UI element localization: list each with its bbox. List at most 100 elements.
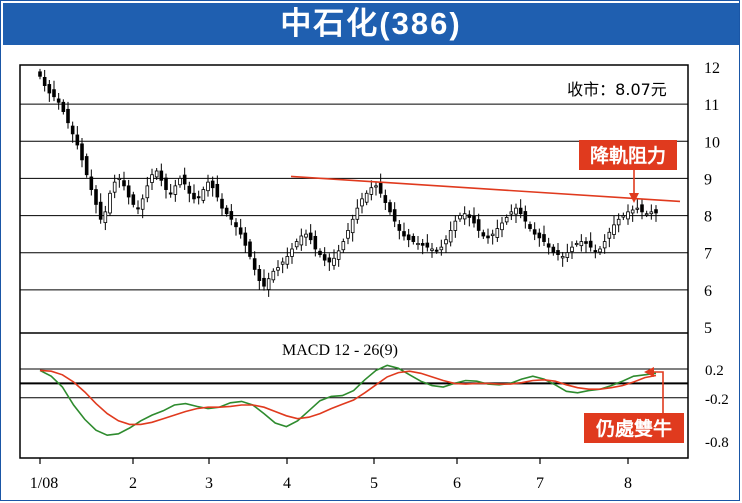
candle-body — [425, 242, 430, 248]
candle-body — [322, 254, 327, 261]
candle-body — [38, 71, 42, 77]
candle-body — [164, 177, 168, 190]
x-tick-label: 5 — [370, 475, 378, 492]
resistance-annotation-box — [579, 140, 677, 170]
candle-body — [588, 240, 593, 248]
candle-body — [383, 195, 388, 203]
candle-body — [649, 211, 654, 215]
candle-body — [220, 198, 224, 209]
candle-body — [392, 209, 397, 222]
candle-body — [243, 232, 248, 246]
candle-body — [560, 256, 565, 259]
price-tick-label: 7 — [704, 246, 712, 263]
candle-body — [374, 185, 378, 188]
candle-body — [252, 258, 257, 270]
price-tick-label: 10 — [704, 134, 720, 151]
candle-body — [635, 207, 640, 210]
candle-body — [397, 224, 402, 231]
candle-body — [276, 267, 280, 271]
candle-body — [416, 243, 420, 246]
candle-body — [271, 270, 276, 281]
candle-body — [574, 243, 579, 246]
x-tick-label: 8 — [624, 475, 632, 492]
candle-body — [294, 241, 299, 248]
candle-body — [504, 217, 509, 223]
candle-body — [467, 214, 472, 218]
macd-arrow-shaft — [652, 371, 664, 413]
candle-body — [75, 134, 80, 146]
macd-title: MACD 12 - 26(9) — [282, 342, 398, 359]
candle-body — [266, 278, 271, 290]
candle-body — [593, 250, 598, 253]
price-tick-label: 11 — [704, 97, 719, 114]
candle-body — [229, 211, 234, 220]
candle-body — [313, 235, 318, 250]
candle-body — [61, 101, 66, 112]
candle-body — [206, 181, 210, 192]
candle-body — [285, 256, 290, 265]
candle-body — [262, 277, 266, 287]
candle-body — [607, 231, 612, 239]
candle-body — [518, 207, 523, 215]
candle-body — [532, 229, 537, 235]
candle-body — [47, 84, 52, 94]
macd-signal-line — [39, 369, 657, 426]
x-tick-label: 7 — [536, 475, 544, 492]
price-tick-label: 9 — [704, 171, 712, 188]
candle-body — [150, 174, 154, 183]
candle-body — [453, 220, 458, 231]
candle-body — [122, 180, 126, 187]
candle-body — [355, 207, 360, 220]
candle-body — [196, 196, 201, 199]
x-tick-label: 4 — [283, 475, 291, 492]
candle-body — [570, 246, 574, 252]
candle-body — [378, 182, 383, 194]
chart-title: 中石化(386) — [3, 3, 739, 45]
candle-body — [94, 189, 98, 205]
candle-body — [472, 215, 476, 224]
candle-body — [630, 209, 635, 214]
candle-body — [476, 219, 481, 231]
candle-body — [215, 183, 220, 198]
candle-body — [56, 98, 61, 103]
candle-body — [584, 241, 588, 244]
candle-body — [602, 241, 607, 249]
candle-body — [350, 218, 355, 234]
candle-body — [117, 178, 122, 181]
candle-body — [210, 180, 215, 189]
candle-body — [444, 239, 448, 245]
candle-body — [402, 231, 406, 237]
candle-body — [346, 230, 350, 239]
candle-body — [280, 261, 285, 265]
candle-body — [640, 204, 644, 213]
candle-body — [430, 248, 434, 251]
macd-line — [39, 364, 657, 437]
candle-body — [369, 187, 374, 195]
resistance-trendline — [290, 175, 681, 203]
candle-body — [84, 156, 89, 176]
price-tick-label: 5 — [704, 320, 712, 337]
resistance-annotation-text: 降軌阻力 — [590, 144, 666, 167]
candle-body — [360, 198, 364, 207]
candle-body — [579, 241, 584, 247]
candle-body — [192, 192, 196, 200]
candle-body — [145, 185, 150, 199]
candle-body — [644, 213, 649, 216]
candle-body — [224, 207, 229, 215]
candle-body — [612, 224, 616, 235]
candle-body — [248, 241, 252, 257]
candle-body — [495, 228, 500, 238]
candle-body — [462, 213, 467, 220]
candle-body — [514, 207, 518, 215]
candle-body — [490, 233, 495, 237]
candle-body — [388, 202, 392, 213]
candle-body — [290, 248, 294, 257]
candle-body — [131, 194, 136, 205]
candle-body — [257, 269, 262, 281]
x-tick-label: 6 — [453, 475, 461, 492]
candle-body — [327, 257, 332, 263]
plot-border — [19, 64, 689, 459]
x-tick-label: 2 — [129, 475, 137, 492]
close-price-label: 收市：8.07元 — [567, 80, 667, 99]
candle-body — [406, 234, 411, 241]
